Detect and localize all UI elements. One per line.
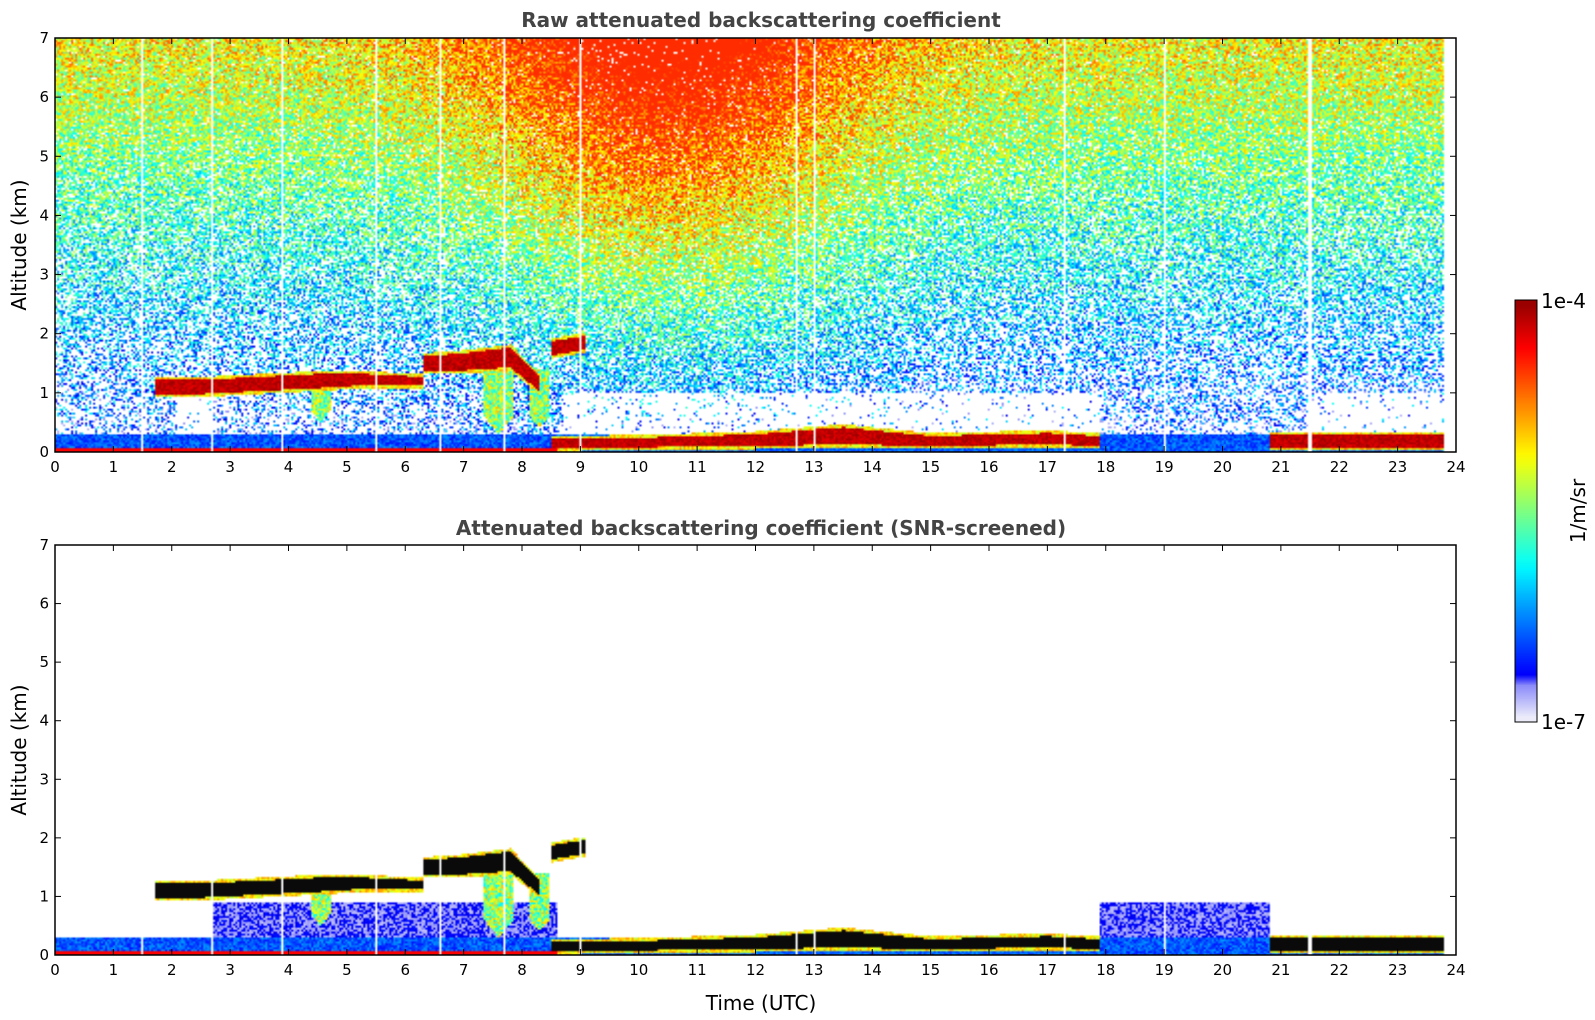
x-tick-label: 12 [746,961,765,979]
y-axis-label-raw: Altitude (km) [7,179,31,310]
x-tick-label: 0 [50,458,60,476]
x-tick-label: 21 [1271,961,1290,979]
x-tick-label: 4 [284,961,294,979]
colorbar-max-label: 1e-4 [1541,289,1586,313]
x-tick-label: 11 [688,961,707,979]
x-tick-label: 8 [517,961,527,979]
x-tick-label: 9 [576,458,586,476]
y-tick-label: 0 [39,946,49,964]
colorbar-unit-label: 1/m/sr [1566,478,1590,543]
x-tick-label: 18 [1096,458,1115,476]
x-tick-label: 19 [1155,961,1174,979]
x-tick-label: 10 [629,458,648,476]
y-tick-label: 5 [39,147,49,165]
colorbar-gradient [1515,300,1537,722]
x-tick-label: 4 [284,458,294,476]
x-tick-label: 21 [1271,458,1290,476]
x-tick-label: 0 [50,961,60,979]
x-tick-label: 20 [1213,961,1232,979]
x-tick-label: 16 [979,458,998,476]
panel-title-raw: Raw attenuated backscattering coefficien… [521,8,1001,32]
panel-title-screened: Attenuated backscattering coefficient (S… [456,516,1066,540]
x-tick-label: 15 [921,961,940,979]
x-tick-label: 2 [167,458,177,476]
x-tick-label: 3 [225,961,235,979]
x-tick-label: 9 [576,961,586,979]
x-tick-label: 23 [1388,961,1407,979]
x-tick-label: 1 [109,961,119,979]
y-tick-label: 1 [39,887,49,905]
y-tick-label: 2 [39,829,49,847]
x-tick-label: 19 [1155,458,1174,476]
x-tick-label: 2 [167,961,177,979]
y-tick-label: 3 [39,770,49,788]
y-tick-label: 6 [39,595,49,613]
x-tick-label: 1 [109,458,119,476]
x-tick-label: 18 [1096,961,1115,979]
x-tick-label: 14 [863,961,882,979]
colorbar-frame [1514,299,1538,723]
x-tick-label: 23 [1388,458,1407,476]
panel-screened: Attenuated backscattering coefficient (S… [7,516,1466,1015]
x-axis-label: Time (UTC) [705,991,817,1015]
x-tick-label: 8 [517,458,527,476]
panel-raw: Raw attenuated backscattering coefficien… [7,8,1466,476]
x-tick-label: 10 [629,961,648,979]
y-tick-label: 1 [39,384,49,402]
y-tick-label: 4 [39,712,49,730]
x-tick-label: 24 [1446,961,1465,979]
colorbar: 1e-4 1e-7 1/m/sr [1514,289,1590,734]
x-tick-label: 13 [804,458,823,476]
x-tick-label: 16 [979,961,998,979]
y-axis-label-screened: Altitude (km) [7,684,31,815]
x-tick-label: 22 [1330,458,1349,476]
colorbar-min-label: 1e-7 [1541,710,1586,734]
x-tick-label: 15 [921,458,940,476]
y-tick-label: 7 [39,29,49,47]
x-tick-label: 6 [400,961,410,979]
x-tick-label: 13 [804,961,823,979]
x-tick-label: 12 [746,458,765,476]
x-tick-label: 17 [1038,458,1057,476]
y-tick-label: 6 [39,88,49,106]
x-tick-label: 7 [459,458,469,476]
x-tick-label: 5 [342,458,352,476]
x-tick-label: 14 [863,458,882,476]
x-tick-label: 5 [342,961,352,979]
y-tick-label: 0 [39,443,49,461]
x-tick-label: 7 [459,961,469,979]
x-tick-label: 17 [1038,961,1057,979]
y-tick-label: 2 [39,325,49,343]
y-tick-label: 4 [39,206,49,224]
x-tick-label: 6 [400,458,410,476]
x-tick-label: 3 [225,458,235,476]
y-tick-label: 5 [39,653,49,671]
backscatter-image-raw [55,38,1456,452]
backscatter-image-screened [55,545,1456,955]
x-tick-label: 24 [1446,458,1465,476]
y-tick-label: 7 [39,536,49,554]
x-tick-label: 11 [688,458,707,476]
y-tick-label: 3 [39,266,49,284]
x-tick-label: 20 [1213,458,1232,476]
x-tick-label: 22 [1330,961,1349,979]
